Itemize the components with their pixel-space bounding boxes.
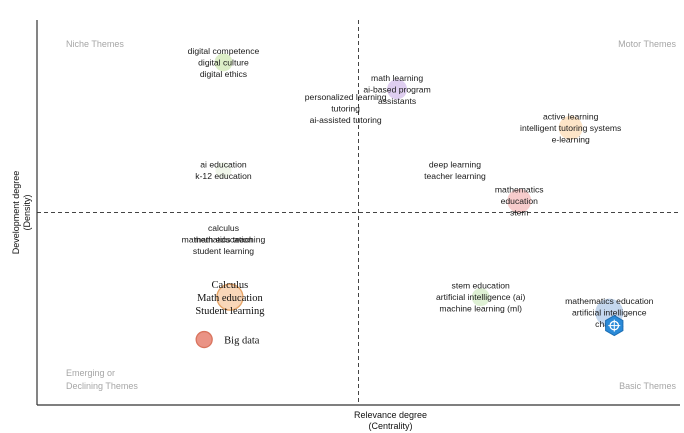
cluster-bubbles	[214, 53, 624, 327]
cluster-label-personalized-learning: personalized learning	[305, 92, 387, 102]
legend-label-student-learning: Student learning	[195, 306, 265, 317]
cluster-label-ai-assisted-tutoring: ai-assisted tutoring	[310, 115, 382, 125]
bubble-stem	[471, 288, 490, 307]
quadrant-label-motor: Motor Themes	[618, 39, 676, 49]
cluster-label-k-12-education: k-12 education	[195, 171, 252, 181]
cluster-label-stem-education: stem education	[452, 281, 511, 291]
legend: Calculus Math education Student learning Bi…	[195, 280, 265, 349]
bubble-math-learning	[387, 79, 408, 100]
cluster-label-digital-ethics: digital ethics	[200, 69, 247, 79]
bubble-digital	[214, 53, 233, 72]
quadrant-label-emerging: Declining Themes	[66, 381, 138, 391]
cluster-label-education: education	[501, 196, 538, 206]
cluster-label-deep-learning: deep learning	[429, 159, 481, 169]
legend-bubble-big-data	[195, 330, 213, 349]
quadrant-label-niche: Niche Themes	[66, 39, 124, 49]
cluster-label-math-learning: math learning	[371, 73, 423, 83]
axis-titles: Relevance degree(Centrality) Development …	[11, 171, 427, 431]
cluster-label-math-education: math education	[194, 234, 253, 244]
cluster-label-machine-learning-ml: machine learning (ml)	[439, 304, 522, 314]
axes	[36, 20, 680, 406]
cluster-label-e-learning: e-learning	[552, 134, 590, 144]
cluster-label-teacher-learning: teacher learning	[424, 171, 486, 181]
legend-label-math-education: Math education	[197, 293, 263, 304]
cluster-label-student-learning: student learning	[193, 246, 254, 256]
x-axis-title: Relevance degree	[354, 410, 427, 420]
cluster-label-mathematics: mathematics	[495, 184, 544, 194]
quadrant-dividers	[37, 20, 680, 405]
cluster-label-calculus: calculus	[208, 223, 239, 233]
quadrant-label-emerging: Emerging or	[66, 368, 115, 378]
cluster-label-mathematics-education: mathematics education	[565, 296, 654, 306]
legend-label-big-data: Big data	[224, 336, 260, 347]
cluster-label-active-learning: active learning	[543, 111, 599, 121]
cluster-label-stem: stem	[510, 207, 529, 217]
legend-bubble-calculus	[216, 283, 244, 311]
cluster-label-tutoring: tutoring	[331, 104, 360, 114]
cluster-label-ai-education: ai education	[200, 159, 247, 169]
cluster-label-ai-based-program: ai-based program	[363, 84, 430, 94]
y-axis-title: Development degree	[11, 171, 21, 255]
cluster-label-mathematics-teaching: mathematics teaching	[182, 234, 266, 244]
x-axis-title: (Centrality)	[368, 421, 412, 431]
cluster-label-artificial-intelligence: artificial intelligence	[572, 308, 647, 318]
bubble-motor	[558, 115, 583, 140]
cluster-label-intelligent-tutoring-systems: intelligent tutoring systems	[520, 123, 621, 133]
quadrant-labels: Niche Themes Motor Themes Emerging or Decli…	[66, 39, 676, 391]
cluster-label-artificial-intelligence-ai: artificial intelligence (ai)	[436, 292, 525, 302]
bubble-ai-education	[215, 162, 232, 179]
cluster-label-digital-competence: digital competence	[188, 46, 260, 56]
legend-label-calculus: Calculus	[212, 280, 249, 291]
bubble-math-education	[507, 188, 532, 213]
cluster-label-digital-culture: digital culture	[198, 57, 249, 67]
quadrant-label-basic: Basic Themes	[619, 381, 676, 391]
chatgpt-icon	[605, 315, 624, 337]
y-axis-title: (Density)	[22, 194, 32, 230]
cluster-label-assistants: assistants	[378, 96, 416, 106]
